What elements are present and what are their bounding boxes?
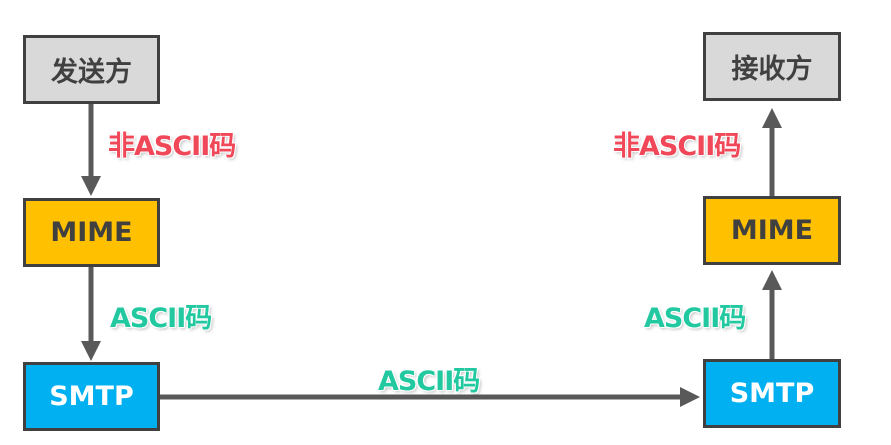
sender-title: 发送方 bbox=[51, 57, 132, 88]
sender-mime-box: MIME bbox=[23, 198, 160, 267]
sender-ascii-label: ASCII码 bbox=[110, 303, 212, 334]
transfer-ascii-label: ASCII码 bbox=[378, 366, 480, 397]
sender-non-ascii-label: 非ASCII码 bbox=[108, 131, 236, 162]
receiver-non-ascii-label: 非ASCII码 bbox=[613, 131, 741, 162]
sender-smtp-label: SMTP bbox=[49, 381, 134, 412]
receiver-mime-label: MIME bbox=[730, 215, 814, 246]
receiver-smtp-label: SMTP bbox=[729, 378, 815, 409]
receiver-ascii-label: ASCII码 bbox=[644, 303, 746, 334]
receiver-box: 接收方 bbox=[703, 32, 841, 101]
sender-box: 发送方 bbox=[23, 35, 160, 104]
receiver-title: 接收方 bbox=[731, 54, 813, 85]
receiver-mime-box: MIME bbox=[703, 196, 841, 265]
sender-mime-label: MIME bbox=[50, 217, 133, 248]
sender-smtp-box: SMTP bbox=[23, 362, 160, 431]
receiver-smtp-box: SMTP bbox=[703, 359, 841, 428]
